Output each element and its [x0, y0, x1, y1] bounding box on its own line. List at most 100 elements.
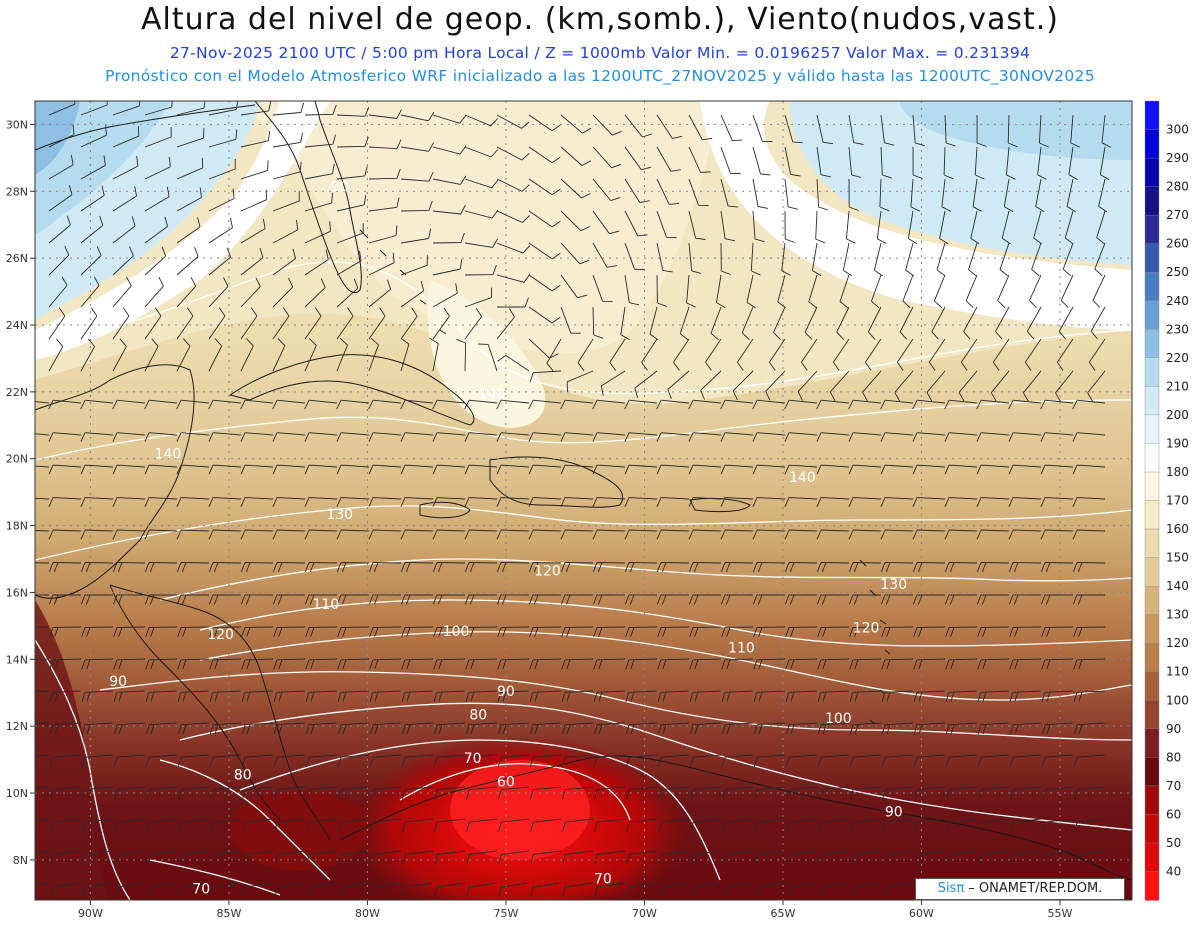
wind-barb — [624, 399, 658, 410]
wind-barb — [336, 106, 370, 117]
wind-barb — [81, 754, 114, 767]
wind-barb — [146, 818, 178, 832]
wind-barb — [176, 432, 210, 442]
wind-barb — [752, 210, 765, 243]
wind-barb — [114, 818, 146, 832]
wind-barb — [848, 562, 882, 573]
wind-barb — [272, 219, 299, 244]
wind-barb — [816, 114, 834, 145]
wind-barb — [210, 818, 242, 832]
wind-barb — [945, 754, 978, 767]
colorbar-swatch — [1144, 700, 1160, 730]
wind-barb — [689, 658, 722, 670]
wind-barb — [592, 146, 622, 169]
wind-barb — [432, 432, 466, 442]
wind-barb — [546, 338, 562, 372]
wind-barb — [688, 242, 702, 274]
wind-barb — [976, 399, 1010, 410]
wind-barb — [146, 850, 178, 865]
wind-barb — [497, 355, 530, 372]
wind-barb — [781, 242, 791, 276]
colorbar-swatch — [1144, 329, 1160, 359]
wind-barb — [465, 754, 498, 767]
wind-barb — [176, 247, 199, 276]
wind-barb — [741, 306, 754, 341]
wind-barb — [560, 210, 591, 232]
wind-barb — [754, 786, 786, 800]
wind-barb — [720, 114, 743, 142]
colorbar-swatch — [1144, 100, 1160, 131]
colorbar-label: 140 — [1166, 579, 1189, 593]
wind-barb — [82, 786, 114, 800]
wind-barb — [720, 399, 754, 410]
wind-barb — [210, 786, 242, 800]
wind-barb — [274, 850, 306, 865]
wind-barb — [529, 690, 562, 702]
wind-barb — [81, 690, 114, 702]
wind-barb — [144, 562, 178, 573]
wind-barb — [625, 658, 658, 670]
wind-barb — [50, 882, 82, 897]
wind-barb — [1072, 529, 1106, 540]
wind-barb — [974, 146, 985, 180]
wind-barb — [944, 497, 978, 507]
wind-barb — [113, 658, 146, 670]
contour-label: 130 — [880, 577, 907, 593]
colorbar-swatch — [1144, 671, 1160, 701]
wind-barb — [804, 306, 818, 340]
wind-barb — [561, 754, 594, 767]
wind-barb — [870, 274, 882, 309]
wind-barb — [273, 690, 306, 702]
colorbar-swatch — [1144, 557, 1160, 587]
wind-barb — [839, 274, 850, 309]
wind-barb — [1073, 626, 1106, 637]
colorbar-label: 210 — [1166, 379, 1189, 393]
wind-barb — [944, 399, 978, 410]
wind-barb — [273, 626, 306, 637]
wind-barb — [1072, 464, 1106, 475]
wind-barb — [113, 690, 146, 702]
wind-barb — [784, 146, 801, 177]
wind-barb — [592, 594, 626, 605]
wind-barb — [876, 210, 887, 244]
wind-barb — [848, 464, 882, 475]
wind-barb — [992, 338, 1010, 371]
wind-barb — [977, 722, 1010, 735]
wind-barb — [720, 146, 741, 174]
wind-barb — [561, 626, 594, 637]
wind-barb — [784, 562, 818, 573]
wind-barb — [80, 529, 114, 540]
wind-barb — [528, 338, 559, 359]
wind-barb — [49, 690, 82, 702]
wind-barb — [1074, 818, 1106, 832]
wind-barb — [720, 594, 754, 605]
wind-barb — [926, 370, 946, 402]
wind-barb — [80, 307, 98, 340]
wind-barb — [434, 786, 466, 800]
wind-barb — [880, 497, 914, 507]
wind-barb — [496, 273, 531, 283]
wind-barb — [432, 307, 450, 340]
wind-barb — [336, 497, 370, 507]
wind-barb — [434, 818, 466, 832]
wind-barb — [274, 786, 306, 800]
colorbar-label: 120 — [1166, 636, 1189, 650]
wind-barb — [401, 722, 434, 735]
wind-barb — [48, 154, 74, 180]
wind-barb — [242, 818, 274, 832]
wind-barb — [496, 464, 530, 475]
wind-barb — [400, 171, 434, 182]
wind-barb — [401, 754, 434, 767]
wind-barb — [914, 786, 946, 800]
wind-barb — [785, 754, 818, 767]
wind-barb — [594, 850, 626, 865]
wind-barb — [624, 242, 645, 270]
wind-barb — [1042, 786, 1074, 800]
wind-barb — [560, 432, 594, 442]
wind-barb — [400, 432, 434, 442]
wind-barb — [1092, 274, 1106, 308]
wind-barb — [1026, 306, 1042, 340]
wind-barb — [797, 370, 818, 401]
wind-barb — [208, 338, 223, 372]
wind-barb — [842, 242, 853, 277]
